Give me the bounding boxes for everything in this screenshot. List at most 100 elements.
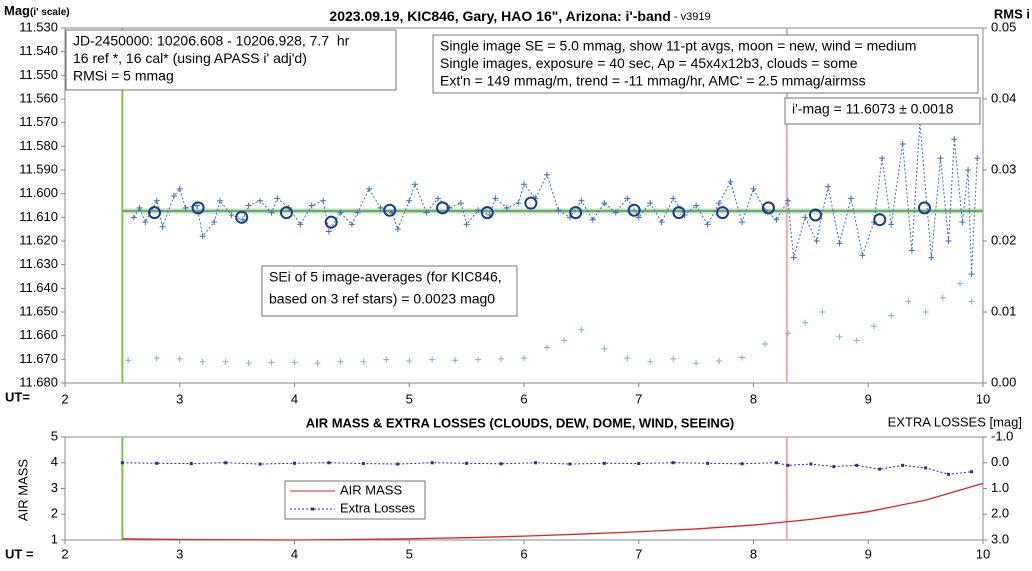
y-tick-label: 11.590 bbox=[19, 161, 58, 176]
y2-tick-label: 3.0 bbox=[991, 531, 1009, 546]
data-point bbox=[366, 185, 373, 192]
data-point bbox=[394, 226, 401, 233]
data-point bbox=[761, 340, 768, 347]
data-point bbox=[411, 181, 418, 188]
x-tick-label: 10 bbox=[976, 391, 990, 406]
y-tick-label: 11.650 bbox=[19, 303, 58, 318]
data-point bbox=[503, 204, 510, 211]
data-point bbox=[543, 171, 550, 178]
y-tick-label: 11.580 bbox=[19, 138, 58, 153]
data-point bbox=[297, 221, 304, 228]
annotation-text: Single image SE = 5.0 mmag, show 11-pt a… bbox=[440, 38, 916, 54]
legend-swatch bbox=[311, 507, 314, 511]
average-point bbox=[627, 203, 641, 217]
y-tick-label: 1 bbox=[51, 531, 58, 546]
x-axis-label: UT = bbox=[5, 546, 34, 561]
x-tick-label: 3 bbox=[176, 391, 183, 406]
data-point bbox=[533, 461, 537, 465]
data-point bbox=[465, 461, 469, 465]
x-tick-label: 3 bbox=[176, 546, 183, 561]
data-point bbox=[216, 197, 223, 204]
data-point bbox=[245, 360, 252, 367]
data-point bbox=[327, 461, 331, 465]
data-point bbox=[704, 221, 711, 228]
data-point bbox=[521, 181, 527, 188]
data-point bbox=[291, 359, 298, 366]
data-point bbox=[819, 309, 826, 315]
y2-tick-label: -1.0 bbox=[991, 428, 1013, 443]
data-point bbox=[228, 211, 235, 218]
y2-tick-label: 0.02 bbox=[991, 232, 1016, 247]
x-tick-label: 7 bbox=[635, 391, 642, 406]
data-point bbox=[543, 344, 550, 351]
y2-tick-label: 0.01 bbox=[991, 303, 1016, 318]
annotation-box bbox=[261, 265, 518, 317]
data-point bbox=[578, 326, 585, 333]
annotation-text: i'-mag = 11.6073 ± 0.0018 bbox=[792, 101, 954, 117]
y-tick-label: 11.620 bbox=[19, 232, 58, 247]
data-point bbox=[947, 472, 951, 476]
data-point bbox=[224, 461, 228, 465]
data-point bbox=[159, 223, 166, 230]
average-point bbox=[191, 201, 205, 215]
average-point bbox=[716, 206, 730, 220]
data-point bbox=[888, 312, 895, 319]
data-point bbox=[809, 462, 813, 466]
x-tick-label: 10 bbox=[976, 546, 990, 561]
data-point bbox=[463, 221, 470, 228]
data-point bbox=[211, 219, 218, 226]
y-tick-label: 11.630 bbox=[19, 256, 58, 271]
data-point bbox=[859, 252, 866, 259]
data-point bbox=[740, 462, 744, 466]
data-point bbox=[786, 463, 790, 467]
data-point bbox=[176, 355, 183, 362]
data-point bbox=[452, 357, 459, 364]
data-point bbox=[589, 216, 596, 223]
data-point bbox=[377, 204, 384, 211]
y-axis-label: AIR MASS bbox=[15, 459, 30, 521]
plot-frame bbox=[64, 436, 984, 541]
data-point bbox=[189, 462, 193, 466]
y2-axis-label: EXTRA LOSSES [mag] bbox=[888, 414, 1022, 429]
data-point bbox=[750, 185, 757, 192]
data-point bbox=[268, 209, 275, 216]
data-point bbox=[320, 197, 327, 204]
data-point bbox=[957, 280, 964, 287]
data-point bbox=[515, 200, 522, 207]
series-line bbox=[133, 122, 978, 275]
data-point bbox=[899, 140, 906, 147]
legend-label: Extra Losses bbox=[340, 500, 416, 515]
data-point bbox=[601, 200, 608, 207]
y-tick-label: 11.660 bbox=[19, 327, 58, 342]
annotation-text: RMSi = 5 mmag bbox=[73, 68, 174, 84]
data-point bbox=[457, 200, 464, 207]
data-point bbox=[612, 209, 619, 216]
title: 2023.09.19, KIC846, Gary, HAO 16", Arizo… bbox=[329, 8, 670, 24]
average-point bbox=[672, 206, 686, 220]
data-point bbox=[905, 298, 912, 305]
x-tick-label: 5 bbox=[406, 546, 413, 561]
data-point bbox=[870, 323, 877, 330]
data-point bbox=[671, 461, 675, 465]
x-tick-label: 9 bbox=[865, 391, 872, 406]
data-point bbox=[739, 219, 746, 226]
data-point bbox=[784, 330, 791, 337]
data-point bbox=[939, 294, 946, 301]
data-point bbox=[813, 238, 820, 244]
data-point bbox=[354, 209, 361, 216]
data-point bbox=[825, 183, 832, 190]
data-point bbox=[257, 197, 264, 204]
data-point bbox=[423, 209, 430, 216]
annotation-text: Single images, exposure = 40 sec, Ap = 4… bbox=[440, 55, 858, 71]
y-tick-label: 11.550 bbox=[19, 67, 58, 82]
data-point bbox=[635, 214, 642, 221]
x-tick-label: 6 bbox=[520, 391, 527, 406]
data-point bbox=[406, 197, 413, 204]
y-tick-label: 2 bbox=[51, 506, 58, 521]
x-tick-label: 7 bbox=[635, 546, 642, 561]
data-point bbox=[727, 178, 734, 185]
annotation-box bbox=[784, 97, 981, 125]
average-point bbox=[324, 215, 338, 229]
average-point bbox=[873, 213, 887, 227]
y2-tick-label: 0.0 bbox=[991, 454, 1009, 469]
